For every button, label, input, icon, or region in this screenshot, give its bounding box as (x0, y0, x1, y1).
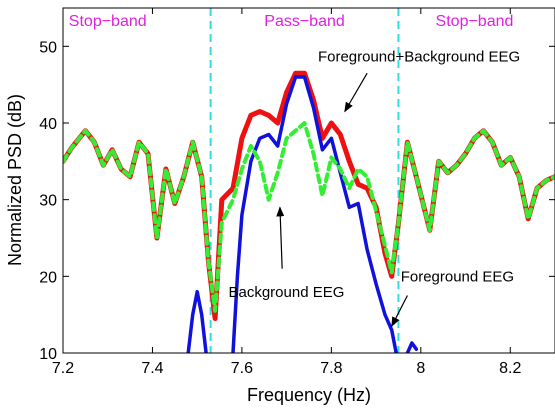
series-background-eeg-line (63, 121, 555, 313)
plot-frame (62, 7, 555, 354)
x-tick-label-3: 7.8 (320, 360, 342, 377)
x-axis-label: Frequency (Hz) (247, 385, 371, 405)
annotation-label-2: Foreground EEG (401, 269, 514, 286)
x-tick-label-0: 7.2 (52, 360, 74, 377)
x-tick-label-5: 8.2 (499, 360, 521, 377)
y-tick-label-1: 20 (39, 269, 57, 286)
y-tick-label-4: 50 (39, 39, 57, 56)
annotation-label-0: Foreground+Background EEG (318, 49, 520, 66)
series-layer (63, 70, 555, 353)
series-foreground-eeg-line-1 (231, 75, 398, 353)
annotation-label-1: Background EEG (228, 284, 344, 301)
x-tick-label-2: 7.6 (231, 360, 253, 377)
annotation-arrow-0 (344, 72, 368, 113)
x-tick-label-4: 8 (416, 360, 425, 377)
y-tick-label-2: 30 (39, 193, 57, 210)
band-label-0: Stop−band (69, 13, 147, 30)
band-labels: Stop−band Pass−band Stop−band (69, 13, 514, 30)
annotations: Foreground+Background EEG Background EEG F… (228, 49, 520, 328)
series-foreground-eeg-line-2 (405, 341, 419, 353)
x-tick-label-1: 7.4 (141, 360, 163, 377)
band-label-1: Pass−band (264, 13, 345, 30)
series-foreground-eeg-line-0 (186, 289, 208, 353)
annotation-arrow-1 (276, 206, 285, 269)
band-label-2: Stop−band (436, 13, 514, 30)
axis-ticks: 7.2 7.4 7.6 7.8 8 8.2 10 20 30 40 50 (39, 8, 555, 377)
y-axis-label: Normalized PSD (dB) (5, 94, 25, 266)
annotation-arrow-2 (391, 295, 408, 328)
y-tick-label-3: 40 (39, 116, 57, 133)
y-tick-label-0: 10 (39, 346, 57, 363)
